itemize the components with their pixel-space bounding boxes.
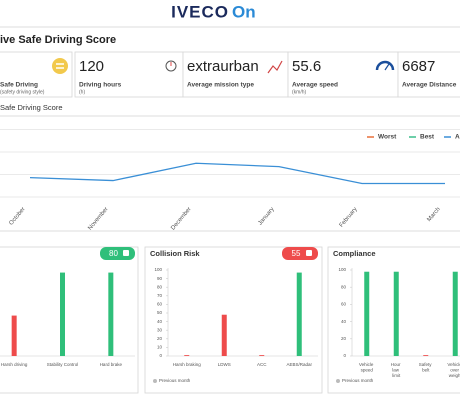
y-tick-label: 0 <box>159 353 162 358</box>
legend-dot <box>336 379 340 383</box>
y-tick-label: 90 <box>157 276 163 281</box>
x-tick-label: Hour law limit <box>391 362 402 378</box>
bar <box>60 272 65 356</box>
x-tick-label: Vehicle over weight <box>447 362 460 378</box>
x-tick-label: ACC <box>257 362 267 367</box>
y-tick-label: 100 <box>338 267 346 272</box>
kpi-value: 6687 <box>402 58 435 75</box>
legend-label: Best <box>420 134 435 141</box>
kpi-value: 120 <box>79 58 104 75</box>
y-tick-label: 60 <box>341 302 347 307</box>
bar <box>364 271 370 356</box>
kpi-icon <box>384 63 390 71</box>
bar <box>452 271 458 356</box>
x-tick-label: Safety belt <box>419 362 433 373</box>
y-tick-label: 80 <box>341 284 347 289</box>
kpi-label: Average speed <box>292 82 338 89</box>
y-tick-label: 80 <box>157 284 163 289</box>
kpi-value: extraurban <box>187 58 259 75</box>
panel-frame <box>144 246 323 394</box>
bar <box>259 355 265 356</box>
x-tick-label: LDWS <box>218 362 231 367</box>
bar <box>11 315 17 356</box>
logo-suffix: On <box>232 2 256 21</box>
badge-icon <box>306 250 312 256</box>
x-tick-label: Vehicle speed <box>359 362 375 373</box>
kpi-icon <box>52 58 68 74</box>
series-line <box>29 162 445 185</box>
y-tick-label: 30 <box>157 327 163 332</box>
page-title: ive Safe Driving Score <box>0 34 116 46</box>
panel-title: Compliance <box>333 249 376 258</box>
legend-label: Previous month <box>342 378 374 383</box>
kpi-card <box>397 51 460 98</box>
kpi-card <box>182 51 289 98</box>
y-tick-label: 20 <box>157 336 163 341</box>
kpi-unit: (h) <box>79 89 85 95</box>
kpi-icon <box>375 60 395 71</box>
y-tick-label: 70 <box>157 293 163 298</box>
legend-label: Previous month <box>159 378 191 383</box>
kpi-label: Driving hours <box>79 82 122 89</box>
y-tick-label: 60 <box>157 302 163 307</box>
kpi-icon <box>165 60 177 72</box>
kpi-unit: (km/h) <box>292 89 307 95</box>
y-tick-label: 0 <box>343 353 346 358</box>
kpi-value: 55.6 <box>292 58 321 75</box>
section-title: Safe Driving Score <box>0 103 63 112</box>
bar <box>296 272 302 356</box>
bar <box>184 355 190 356</box>
x-tick-label: AEBS/Radar <box>286 362 312 367</box>
score-badge-value: 55 <box>292 249 301 258</box>
y-tick-label: 100 <box>154 267 162 272</box>
y-tick-label: 40 <box>341 319 347 324</box>
bar <box>108 272 114 356</box>
kpi-label: Average Distance <box>402 82 457 89</box>
panel-title: Collision Risk <box>150 249 200 258</box>
y-tick-label: 40 <box>157 319 163 324</box>
line-chart-frame <box>0 115 460 232</box>
kpi-label: Safe Driving <box>0 82 38 89</box>
bar <box>423 355 429 356</box>
x-tick-label: Hard brake <box>100 362 123 367</box>
y-tick-label: 50 <box>157 310 163 315</box>
y-tick-label: 10 <box>157 345 163 350</box>
x-tick-label: Harsh braking <box>173 362 202 367</box>
score-badge-value: 80 <box>109 249 118 258</box>
panel-frame <box>0 246 139 394</box>
legend-label: Worst <box>378 134 397 141</box>
kpi-icon <box>267 60 283 74</box>
legend-dot <box>153 379 157 383</box>
x-tick-label: Stability Control <box>47 362 79 367</box>
bar <box>221 314 227 356</box>
kpi-row <box>0 51 460 98</box>
x-tick-label: Harsh driving <box>1 362 28 367</box>
legend-label: A <box>455 134 460 141</box>
logo: IVECO <box>171 2 229 21</box>
kpi-card <box>74 51 184 98</box>
badge-icon <box>123 250 129 256</box>
kpi-unit: (safety driving style) <box>0 89 45 95</box>
y-tick-label: 20 <box>341 336 347 341</box>
kpi-label: Average mission type <box>187 82 254 89</box>
bar <box>393 271 399 356</box>
